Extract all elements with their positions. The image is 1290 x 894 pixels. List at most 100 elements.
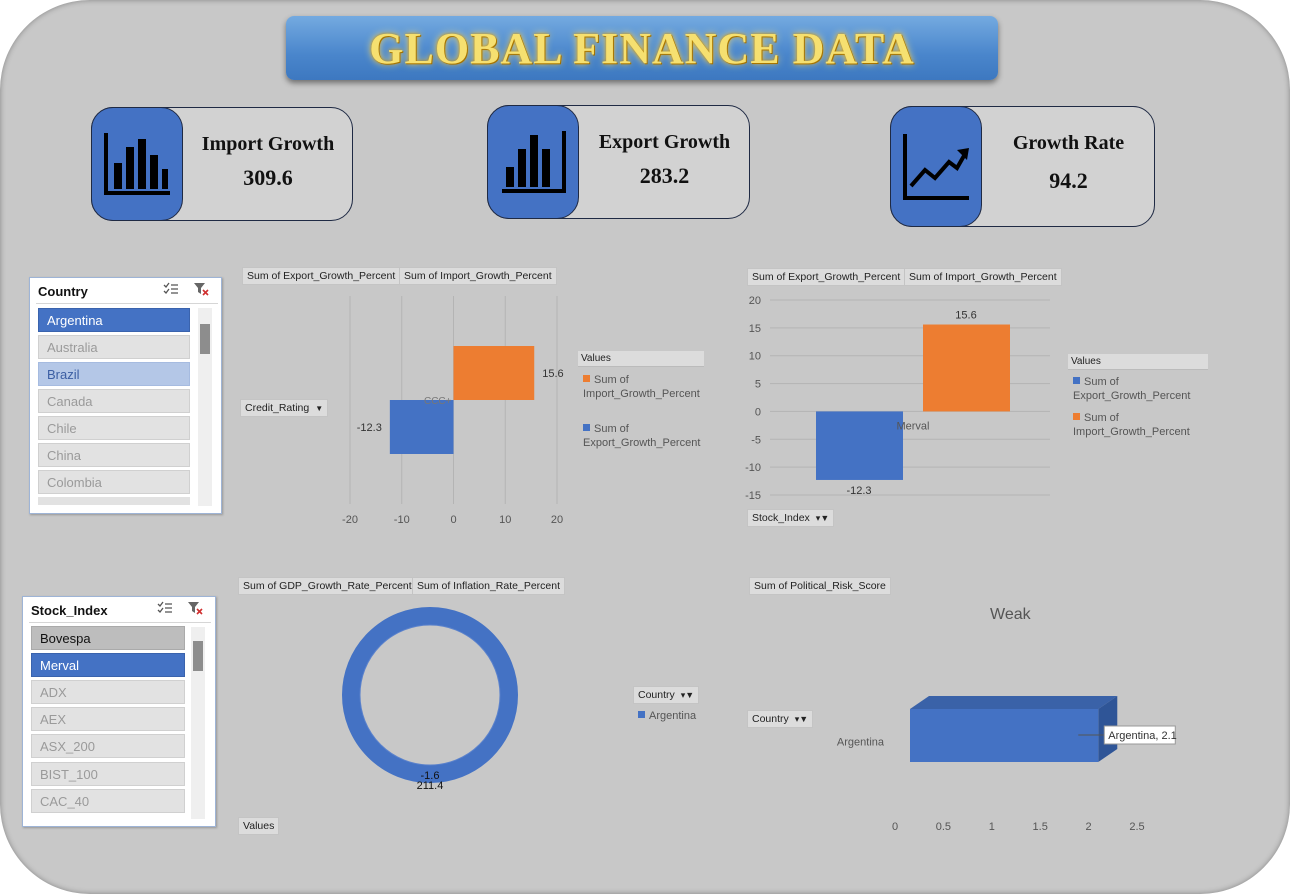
- dropdown-arrow-icon[interactable]: ▼: [315, 403, 324, 413]
- slicer-item-bist-100[interactable]: BIST_100: [31, 762, 185, 786]
- tick-label: 2.5: [1129, 821, 1144, 833]
- field-button-import-growth[interactable]: Sum of Import_Growth_Percent: [904, 268, 1062, 286]
- legend-item-argentina: Argentina: [638, 709, 696, 723]
- multi-select-icon[interactable]: [163, 282, 179, 296]
- slicer-item-merval[interactable]: Merval: [31, 653, 185, 677]
- chart-credit-rating-growth: -20 -10 0 10 20 15.6 -12.3 CCC+: [342, 296, 564, 526]
- legend-label: Sum of Import_Growth_Percent: [1073, 412, 1190, 438]
- tick-label: -5: [751, 434, 761, 446]
- scroll-thumb[interactable]: [193, 641, 203, 671]
- category-label: CCC+: [424, 396, 452, 407]
- axis-field-button-credit-rating[interactable]: Credit_Rating ▼: [240, 399, 329, 417]
- slicer-item-argentina[interactable]: Argentina: [38, 308, 190, 332]
- field-button-import-growth[interactable]: Sum of Import_Growth_Percent: [399, 267, 557, 285]
- legend-label: Sum of Import_Growth_Percent: [583, 374, 700, 400]
- bar-chart-icon: [487, 105, 579, 219]
- field-button-gdp-growth[interactable]: Sum of GDP_Growth_Rate_Percent: [238, 577, 417, 595]
- slicer-item-brazil[interactable]: Brazil: [38, 362, 190, 386]
- legend-title: Values: [578, 351, 704, 367]
- legend-item-import-growth: Sum of Import_Growth_Percent: [1073, 411, 1209, 439]
- bar-export-growth: [816, 411, 903, 480]
- slicer-item-bovespa[interactable]: Bovespa: [31, 626, 185, 650]
- slicer-header: Country: [38, 284, 88, 299]
- multi-select-icon[interactable]: [157, 601, 173, 615]
- tick-label: 0: [892, 821, 898, 833]
- legend-swatch-orange: [583, 375, 590, 382]
- tick-label: 0.5: [936, 821, 951, 833]
- slicer-item-cac-40[interactable]: CAC_40: [31, 789, 185, 813]
- axis-field-button-stock-index[interactable]: Stock_Index ▾▼: [747, 509, 835, 527]
- filter-icon[interactable]: ▾▼: [815, 512, 830, 523]
- legend-swatch-blue: [1073, 377, 1080, 384]
- legend-label: Sum of Export_Growth_Percent: [583, 423, 701, 449]
- kpi-card-export-growth: Export Growth 283.2: [487, 105, 750, 219]
- country-slicer[interactable]: Country Argentina Australia Brazil Canad…: [29, 277, 222, 514]
- filter-icon[interactable]: ▾▼: [680, 689, 695, 700]
- legend-field-label: Country: [638, 689, 675, 701]
- axis-field-button-country[interactable]: Country ▾▼: [747, 710, 814, 728]
- clear-filter-icon[interactable]: [187, 601, 203, 615]
- slicer-scrollbar[interactable]: [198, 308, 212, 506]
- data-label: Argentina, 2.1: [1108, 730, 1177, 742]
- values-field-button[interactable]: Values: [238, 817, 280, 835]
- value-label: 15.6: [955, 310, 976, 322]
- axis-field-label: Country: [752, 713, 789, 725]
- slicer-item-aex[interactable]: AEX: [31, 707, 185, 731]
- kpi-label: Import Growth: [201, 133, 335, 155]
- slicer-item-asx-200[interactable]: ASX_200: [31, 734, 185, 758]
- legend-label: Argentina: [649, 710, 697, 722]
- stock-index-slicer[interactable]: Stock_Index Bovespa Merval ADX AEX ASX_2…: [22, 596, 216, 827]
- field-button-inflation-rate[interactable]: Sum of Inflation_Rate_Percent: [412, 577, 566, 595]
- category-label: Merval: [896, 420, 929, 432]
- axis-field-label: Stock_Index: [752, 512, 810, 524]
- tick-label: 10: [499, 514, 511, 526]
- doughnut-ring-gdp: [359, 624, 501, 766]
- slicer-header: Stock_Index: [31, 603, 108, 618]
- field-button-export-growth[interactable]: Sum of Export_Growth_Percent: [242, 267, 401, 285]
- tick-label: 0: [450, 514, 456, 526]
- clear-filter-icon[interactable]: [193, 282, 209, 296]
- tick-label: -20: [342, 514, 358, 526]
- bar-political-risk: [910, 709, 1099, 762]
- chart-political-risk: 0 0.5 1 1.5 2 2.5 Argentina Argentina, 2.1: [837, 696, 1177, 833]
- tick-label: -10: [745, 462, 761, 474]
- bar-chart-icon: [91, 107, 183, 221]
- slicer-item-australia[interactable]: Australia: [38, 335, 190, 359]
- slicer-item-partial: [38, 497, 190, 505]
- legend-swatch-orange: [1073, 413, 1080, 420]
- tick-label: 0: [755, 406, 761, 418]
- slicer-item-chile[interactable]: Chile: [38, 416, 190, 440]
- chart-title: Weak: [990, 606, 1031, 623]
- slicer-scrollbar[interactable]: [191, 627, 205, 819]
- slicer-item-china[interactable]: China: [38, 443, 190, 467]
- kpi-card-import-growth: Import Growth 309.6: [91, 107, 353, 221]
- bar-import-growth: [453, 346, 535, 400]
- field-button-export-growth[interactable]: Sum of Export_Growth_Percent: [747, 268, 906, 286]
- legend-field-button-country[interactable]: Country ▾▼: [633, 686, 700, 704]
- tick-label: 10: [749, 351, 761, 363]
- field-button-political-risk[interactable]: Sum of Political_Risk_Score: [749, 577, 891, 595]
- tick-label: -10: [394, 514, 410, 526]
- dashboard-title: GLOBAL FINANCE DATA: [369, 23, 915, 73]
- filter-icon[interactable]: ▾▼: [794, 713, 809, 724]
- scroll-thumb[interactable]: [200, 324, 210, 354]
- legend-swatch-blue: [638, 711, 645, 718]
- kpi-card-growth-rate: Growth Rate 94.2: [890, 106, 1155, 227]
- kpi-value: 283.2: [639, 163, 690, 188]
- legend-title: Values: [1068, 354, 1208, 370]
- tick-label: 20: [551, 514, 563, 526]
- title-banner: GLOBAL FINANCE DATA: [286, 16, 998, 80]
- legend-item-import-growth: Sum of Import_Growth_Percent: [583, 373, 701, 401]
- slicer-item-canada[interactable]: Canada: [38, 389, 190, 413]
- axis-field-label: Credit_Rating: [245, 402, 310, 414]
- slicer-item-adx[interactable]: ADX: [31, 680, 185, 704]
- bar-import-growth: [923, 324, 1010, 412]
- slicer-item-colombia[interactable]: Colombia: [38, 470, 190, 494]
- category-label: Argentina: [837, 737, 885, 749]
- trend-line-icon: [890, 106, 982, 227]
- value-label: 15.6: [542, 368, 563, 380]
- kpi-label: Growth Rate: [1012, 132, 1125, 154]
- legend-item-export-growth: Sum of Export_Growth_Percent: [583, 422, 701, 450]
